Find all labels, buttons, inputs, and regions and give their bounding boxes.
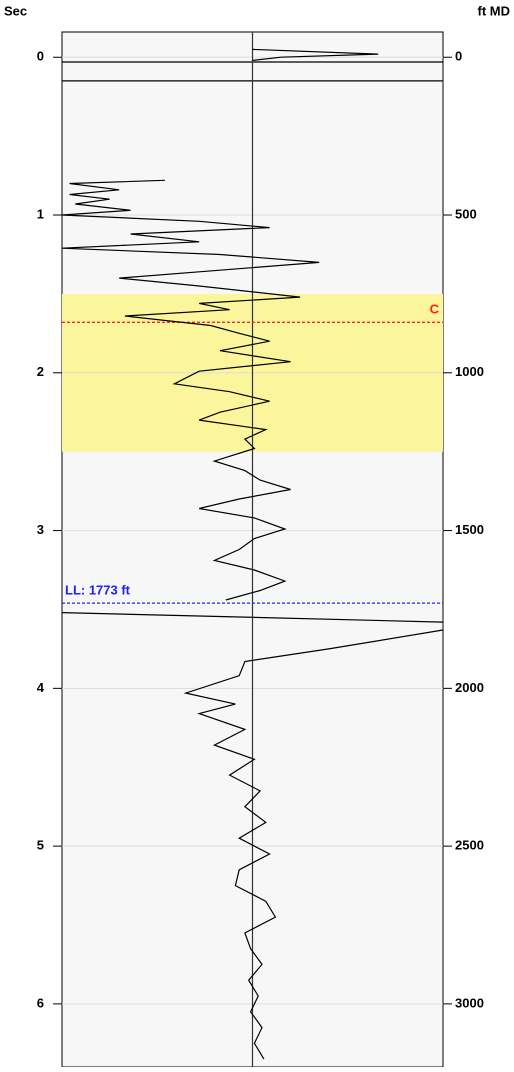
y-tick-label: 0 [37, 49, 44, 64]
y-tick-label: 5 [37, 838, 44, 853]
y2-tick-label: 3000 [455, 995, 484, 1010]
y-tick-label: 2 [37, 364, 44, 379]
y2-axis-label: ft MD [478, 3, 511, 18]
y2-tick-label: 500 [455, 206, 477, 221]
marker-label: C [430, 302, 440, 317]
y-tick-label: 4 [37, 680, 45, 695]
y2-tick-label: 1000 [455, 364, 484, 379]
y-tick-label: 1 [37, 206, 44, 221]
log-curve [61, 48, 444, 1060]
marker-label: LL: 1773 ft [65, 583, 131, 598]
y2-tick-label: 0 [455, 49, 462, 64]
y2-tick-label: 2500 [455, 838, 484, 853]
y-tick-label: 3 [37, 522, 44, 537]
y2-tick-label: 1500 [455, 522, 484, 537]
y-tick-label: 6 [37, 995, 44, 1010]
y-axis-label: Sec [4, 3, 27, 18]
y2-tick-label: 2000 [455, 680, 484, 695]
